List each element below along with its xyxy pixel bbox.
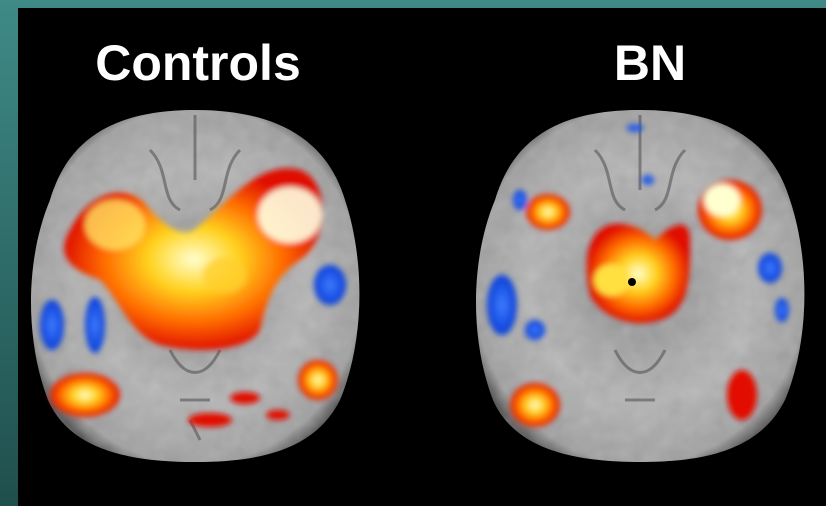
panel-label: Controls bbox=[95, 35, 301, 91]
panel-label: BN bbox=[614, 35, 686, 91]
brain-scan-controls bbox=[31, 110, 359, 462]
figure: Controls BN bbox=[0, 0, 826, 506]
page: Controls BN bbox=[0, 0, 826, 506]
brain-scan-bn bbox=[476, 110, 804, 462]
